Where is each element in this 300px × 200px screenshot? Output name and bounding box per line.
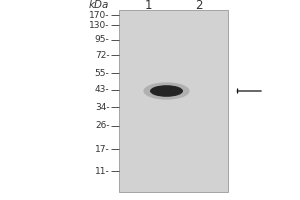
Text: 130-: 130- <box>89 21 110 29</box>
Text: 1: 1 <box>144 0 152 12</box>
Text: 17-: 17- <box>95 144 110 154</box>
Text: 11-: 11- <box>95 166 110 176</box>
Ellipse shape <box>143 82 190 100</box>
Text: kDa: kDa <box>89 0 110 10</box>
Text: 95-: 95- <box>95 36 110 45</box>
Text: 170-: 170- <box>89 10 110 20</box>
Text: 26-: 26- <box>95 121 110 130</box>
Text: 72-: 72- <box>95 50 110 60</box>
Ellipse shape <box>150 85 183 97</box>
Text: 2: 2 <box>195 0 202 12</box>
Text: 55-: 55- <box>95 68 110 77</box>
Text: 34-: 34- <box>95 102 110 112</box>
Bar <box>118 10 228 192</box>
Text: 43-: 43- <box>95 85 110 94</box>
